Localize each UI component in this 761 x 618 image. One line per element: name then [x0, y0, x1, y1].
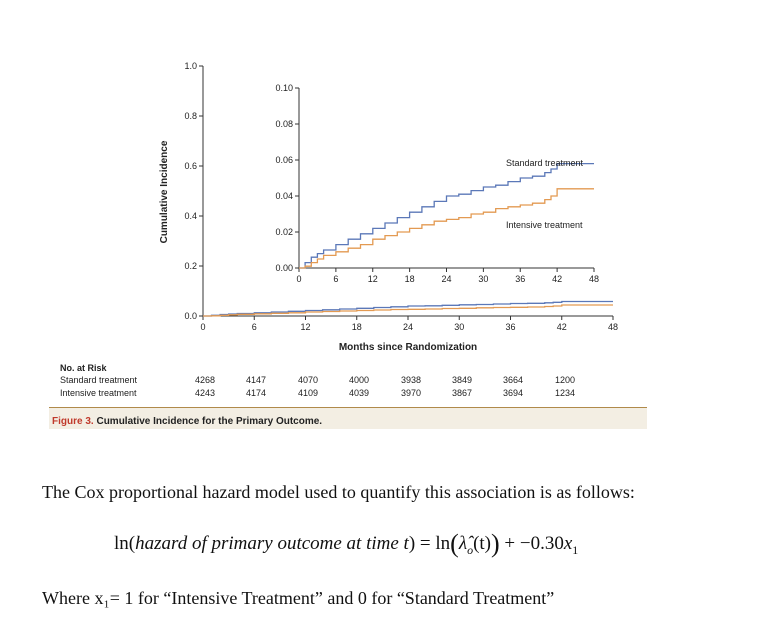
risk-row-label-standard: Standard treatment [60, 375, 138, 385]
main-ytick-label: 0.4 [184, 211, 197, 221]
risk-value-standard: 4070 [297, 375, 318, 385]
inset-ytick-label: 0.06 [275, 155, 293, 165]
main-xtick-label: 18 [352, 322, 362, 332]
annotation-standard: Standard treatment [506, 158, 584, 168]
risk-value-intensive: 4243 [194, 388, 215, 398]
eq-x: x [563, 533, 573, 554]
inset-xtick-label: 6 [333, 274, 338, 284]
main-xtick-label: 30 [454, 322, 464, 332]
cox-equation: ln(hazard of primary outcome at time t) … [114, 529, 579, 558]
caption-text: Cumulative Incidence for the Primary Out… [93, 416, 323, 427]
main-xtick-label: 36 [505, 322, 515, 332]
eq-ln-open: ln( [114, 533, 136, 554]
risk-value-standard: 3849 [451, 375, 472, 385]
inset-ytick-label: 0.08 [275, 119, 293, 129]
main-axes: 0.0 0.2 0.4 0.6 0.8 1.0 0 6 12 18 24 30 36 42 48 [184, 61, 618, 332]
inset-axes: 0.00 0.02 0.04 0.06 0.08 0.10 0 6 12 18 24 30 36 42 48 [275, 83, 599, 284]
inset-xtick-label: 0 [296, 274, 301, 284]
caption-bar [49, 407, 647, 429]
main-ytick-label: 0.8 [184, 111, 197, 121]
risk-value-intensive: 4039 [348, 388, 369, 398]
risk-table-title: No. at Risk [60, 363, 107, 373]
main-xtick-label: 42 [557, 322, 567, 332]
eq-variable: hazard of primary outcome at time t [135, 533, 409, 554]
risk-value-standard: 4000 [348, 375, 369, 385]
inset-xtick-label: 36 [515, 274, 525, 284]
risk-value-intensive: 4174 [245, 388, 266, 398]
inset-xtick-label: 42 [552, 274, 562, 284]
figure-caption: Figure 3. Cumulative Incidence for the P… [52, 416, 322, 427]
eq-x-sub: 1 [572, 542, 579, 557]
risk-value-intensive: 4109 [297, 388, 318, 398]
figure-chart: Cumulative Incidence Months since Random… [159, 61, 618, 353]
main-series-line-intensive [203, 304, 613, 317]
inset-series-line-intensive [299, 188, 594, 269]
main-xtick-label: 48 [608, 322, 618, 332]
inset-xtick-label: 12 [368, 274, 378, 284]
main-ytick-label: 0.6 [184, 161, 197, 171]
where-text: Where x₁= 1 for “Intensive Treatment” an… [42, 588, 555, 608]
inset-ytick-label: 0.04 [275, 191, 293, 201]
inset-series [299, 162, 594, 269]
eq-lambda: λ̂ [458, 533, 468, 554]
intro-text: The Cox proportional hazard model used t… [42, 482, 635, 502]
figure-number: Figure 3. [52, 416, 94, 427]
main-ytick-label: 0.2 [184, 261, 197, 271]
eq-mid: ) = ln [408, 533, 451, 554]
risk-value-intensive: 3970 [400, 388, 421, 398]
inset-xtick-label: 30 [478, 274, 488, 284]
inset-xtick-label: 24 [441, 274, 451, 284]
risk-row-label-intensive: Intensive treatment [60, 388, 137, 398]
risk-value-intensive: 3694 [502, 388, 523, 398]
risk-value-intensive: 3867 [451, 388, 472, 398]
x-axis-label: Months since Randomization [339, 342, 477, 353]
inset-series-line-standard [299, 162, 594, 269]
main-xtick-label: 0 [200, 322, 205, 332]
main-ytick-label: 1.0 [184, 61, 197, 71]
y-axis-label: Cumulative Incidence [159, 140, 170, 243]
eq-tail: + −0.30 [499, 533, 564, 554]
main-xtick-label: 6 [252, 322, 257, 332]
main-ytick-label: 0.0 [184, 311, 197, 321]
risk-value-standard: 3938 [400, 375, 421, 385]
inset-ytick-label: 0.10 [275, 83, 293, 93]
eq-lambda-sub: o [467, 542, 474, 557]
inset-ytick-label: 0.00 [275, 263, 293, 273]
annotation-intensive: Intensive treatment [506, 220, 583, 230]
inset-xtick-label: 48 [589, 274, 599, 284]
risk-value-standard: 3664 [502, 375, 523, 385]
inset-xtick-label: 18 [405, 274, 415, 284]
eq-t: (t) [473, 533, 491, 554]
risk-value-standard: 4147 [245, 375, 266, 385]
risk-value-intensive: 1234 [554, 388, 575, 398]
main-series-line-standard [203, 300, 613, 317]
main-series [203, 300, 613, 317]
risk-value-standard: 4268 [194, 375, 215, 385]
main-xtick-label: 24 [403, 322, 413, 332]
risk-value-standard: 1200 [554, 375, 575, 385]
main-xtick-label: 12 [300, 322, 310, 332]
inset-ytick-label: 0.02 [275, 227, 293, 237]
